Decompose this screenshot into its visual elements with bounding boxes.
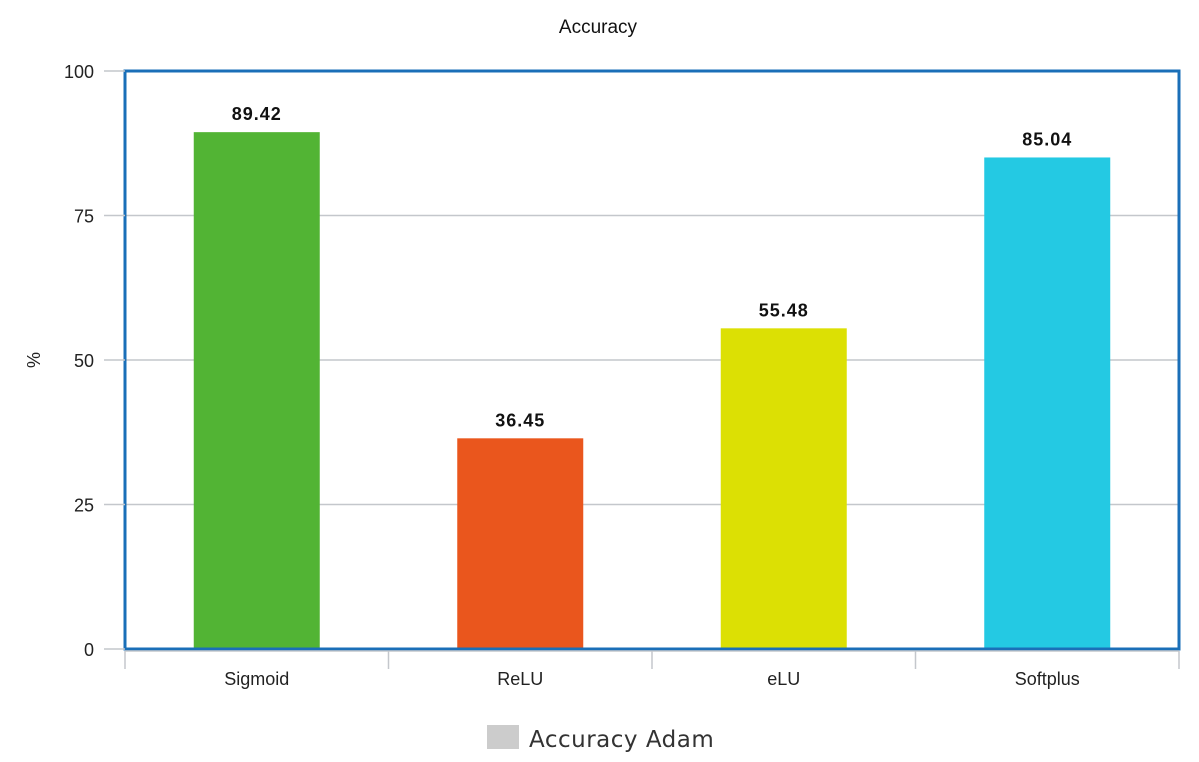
bar-sigmoid (193, 132, 320, 649)
x-tick-label: Softplus (1015, 669, 1080, 689)
chart-title: Accuracy (559, 17, 638, 38)
x-tick-label: ReLU (497, 669, 543, 689)
bar-relu (457, 438, 584, 649)
x-tick-label: Sigmoid (224, 669, 289, 689)
value-label: 89.42 (232, 104, 282, 124)
x-tick-label: eLU (767, 669, 800, 689)
y-tick-label: 50 (74, 351, 94, 371)
y-tick-label: 75 (74, 207, 94, 227)
y-axis: 0 25 50 75 100 (64, 62, 125, 660)
bars (193, 132, 1111, 649)
y-tick-label: 0 (84, 640, 94, 660)
value-label: 55.48 (759, 300, 809, 320)
legend: Accuracy Adam (487, 725, 714, 753)
value-labels: 89.42 36.45 55.48 85.04 (232, 104, 1072, 430)
y-tick-label: 100 (64, 62, 94, 82)
legend-swatch (487, 725, 519, 749)
value-label: 36.45 (495, 410, 545, 430)
bar-elu (720, 328, 847, 649)
legend-label: Accuracy Adam (529, 727, 714, 753)
value-label: 85.04 (1022, 129, 1072, 149)
y-axis-label: % (24, 352, 44, 368)
bar-softplus (984, 157, 1111, 649)
y-tick-label: 25 (74, 496, 94, 516)
x-axis: Sigmoid ReLU eLU Softplus (124, 650, 1180, 689)
